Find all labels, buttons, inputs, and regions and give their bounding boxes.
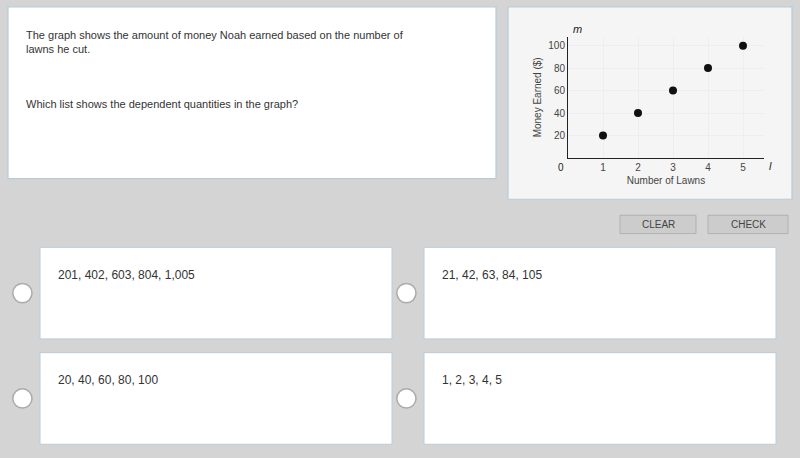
svg-text:Money Earned ($): Money Earned ($) [532, 57, 543, 137]
svg-text:5: 5 [740, 162, 746, 173]
svg-text:1, 2, 3, 4, 5: 1, 2, 3, 4, 5 [442, 373, 502, 387]
svg-text:40: 40 [554, 108, 566, 119]
svg-text:Which list shows the dependent: Which list shows the dependent quantitie… [26, 98, 298, 110]
svg-text:0: 0 [558, 162, 564, 173]
svg-text:1: 1 [600, 162, 606, 173]
svg-text:CHECK: CHECK [731, 219, 766, 230]
svg-text:l: l [769, 160, 772, 172]
svg-text:Number of Lawns: Number of Lawns [627, 175, 705, 186]
svg-text:3: 3 [670, 162, 676, 173]
svg-text:m: m [573, 23, 582, 35]
svg-text:100: 100 [548, 40, 565, 51]
svg-text:201, 402, 603, 804, 1,005: 201, 402, 603, 804, 1,005 [58, 268, 195, 282]
svg-text:80: 80 [554, 63, 566, 74]
svg-text:20: 20 [554, 130, 566, 141]
svg-text:21, 42, 63, 84, 105: 21, 42, 63, 84, 105 [442, 268, 542, 282]
svg-text:20, 40, 60, 80, 100: 20, 40, 60, 80, 100 [58, 373, 158, 387]
svg-text:CLEAR: CLEAR [642, 219, 675, 230]
svg-text:2: 2 [635, 162, 641, 173]
svg-text:60: 60 [554, 85, 566, 96]
svg-text:4: 4 [705, 162, 711, 173]
svg-text:The graph shows the amount of: The graph shows the amount of money Noah… [26, 29, 404, 55]
